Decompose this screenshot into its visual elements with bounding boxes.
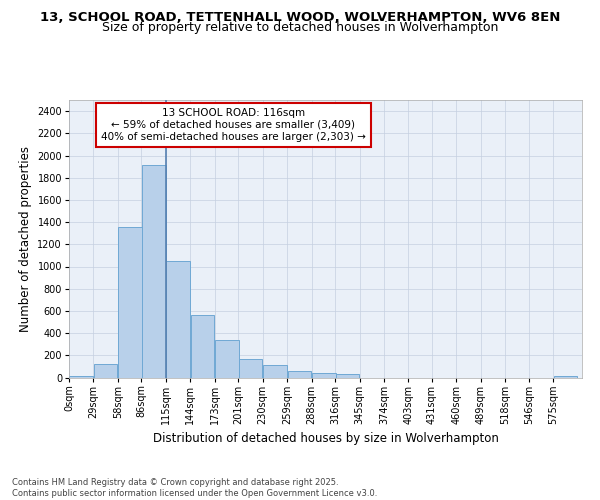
Y-axis label: Number of detached properties: Number of detached properties [19,146,32,332]
Bar [215,340,239,378]
Text: Contains HM Land Registry data © Crown copyright and database right 2025.
Contai: Contains HM Land Registry data © Crown c… [12,478,377,498]
X-axis label: Distribution of detached houses by size in Wolverhampton: Distribution of detached houses by size … [152,432,499,446]
Bar [191,316,214,378]
Bar [118,226,142,378]
Bar [335,374,359,378]
Bar [94,364,118,378]
Bar [239,358,262,378]
Text: 13 SCHOOL ROAD: 116sqm
← 59% of detached houses are smaller (3,409)
40% of semi-: 13 SCHOOL ROAD: 116sqm ← 59% of detached… [101,108,365,142]
Bar [554,376,577,378]
Bar [166,261,190,378]
Bar [287,370,311,378]
Bar [312,374,335,378]
Text: Size of property relative to detached houses in Wolverhampton: Size of property relative to detached ho… [102,22,498,35]
Bar [70,376,93,378]
Text: 13, SCHOOL ROAD, TETTENHALL WOOD, WOLVERHAMPTON, WV6 8EN: 13, SCHOOL ROAD, TETTENHALL WOOD, WOLVER… [40,11,560,24]
Bar [263,366,287,378]
Bar [142,166,166,378]
